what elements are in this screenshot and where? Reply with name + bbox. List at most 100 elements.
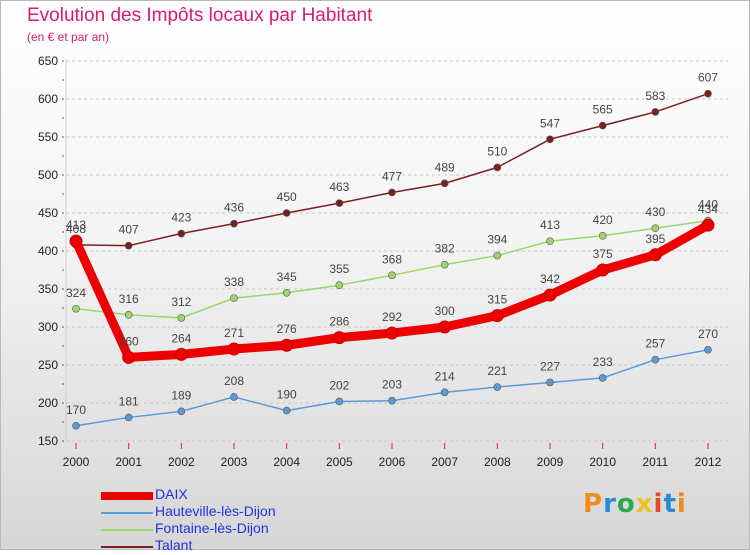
data-label: 338 xyxy=(224,275,244,289)
data-label: 510 xyxy=(487,144,507,158)
data-point xyxy=(335,199,344,207)
data-label: 565 xyxy=(593,103,613,117)
data-point xyxy=(385,326,399,340)
x-tick-label: 2011 xyxy=(642,455,668,469)
data-label: 463 xyxy=(329,180,349,194)
data-point xyxy=(546,378,554,387)
data-label: 413 xyxy=(540,218,560,232)
y-tick-label: 150 xyxy=(38,434,58,448)
legend-label: Fontaine-lès-Dijon xyxy=(155,520,269,536)
data-point xyxy=(598,121,607,130)
data-point xyxy=(332,331,346,345)
data-label: 477 xyxy=(382,169,402,183)
data-point xyxy=(440,388,449,397)
x-tick-label: 2000 xyxy=(63,455,90,469)
data-point xyxy=(440,179,449,188)
x-tick-label: 2004 xyxy=(273,455,300,469)
proxiti-logo: Proxiti xyxy=(583,489,687,519)
data-point xyxy=(651,355,660,364)
y-tick-label: 500 xyxy=(38,168,58,182)
data-point xyxy=(124,241,133,250)
data-point xyxy=(701,218,715,232)
x-tick-label: 2002 xyxy=(168,455,195,469)
legend-swatch xyxy=(101,512,153,514)
y-tick-label: 400 xyxy=(38,244,58,258)
legend-label: Hauteville-lès-Dijon xyxy=(155,503,276,519)
data-label: 489 xyxy=(435,160,455,174)
data-point xyxy=(596,263,610,277)
x-tick-label: 2003 xyxy=(221,455,248,469)
data-point xyxy=(598,374,607,382)
data-label: 300 xyxy=(435,304,455,318)
data-label: 190 xyxy=(277,388,297,402)
data-point xyxy=(438,320,452,334)
data-label: 342 xyxy=(540,272,560,286)
data-point xyxy=(177,229,186,238)
data-label: 203 xyxy=(382,378,402,392)
x-tick-label: 2007 xyxy=(431,455,458,469)
x-tick-label: 2010 xyxy=(589,455,616,469)
data-label: 233 xyxy=(593,355,613,369)
y-tick-label: 350 xyxy=(38,282,58,296)
x-tick-label: 2008 xyxy=(484,455,511,469)
data-point xyxy=(704,345,712,354)
data-label: 264 xyxy=(171,331,191,345)
data-label: 450 xyxy=(277,190,297,204)
data-label: 316 xyxy=(119,292,139,306)
data-point xyxy=(651,224,660,232)
data-label: 260 xyxy=(119,334,139,348)
data-point xyxy=(598,232,607,240)
legend-swatch xyxy=(101,492,153,500)
data-point xyxy=(648,248,662,262)
data-point xyxy=(388,271,396,280)
data-point xyxy=(227,342,241,356)
data-label: 202 xyxy=(329,378,349,392)
data-label: 345 xyxy=(277,270,297,284)
data-label: 440 xyxy=(698,198,718,212)
x-tick-label: 2009 xyxy=(537,455,564,469)
data-point xyxy=(493,251,502,260)
x-tick-label: 2006 xyxy=(379,455,406,469)
data-label: 214 xyxy=(435,369,455,383)
data-label: 292 xyxy=(382,310,402,324)
data-point xyxy=(122,350,136,364)
data-point xyxy=(69,234,83,248)
data-label: 408 xyxy=(66,222,86,236)
data-point xyxy=(335,397,344,406)
data-point xyxy=(282,288,291,297)
legend-swatch xyxy=(101,546,153,548)
y-tick-label: 600 xyxy=(38,92,58,106)
data-point xyxy=(388,396,396,405)
data-label: 276 xyxy=(277,322,297,336)
data-label: 189 xyxy=(171,388,191,402)
data-point xyxy=(493,383,502,391)
x-tick-label: 2012 xyxy=(695,455,722,469)
data-label: 423 xyxy=(171,211,191,225)
data-label: 407 xyxy=(119,223,139,237)
data-label: 312 xyxy=(171,295,191,309)
data-label: 413 xyxy=(66,218,86,232)
legend-label: Talant xyxy=(155,537,193,553)
data-label: 420 xyxy=(593,213,613,227)
data-label: 547 xyxy=(540,116,560,130)
chart-subtitle: (en € et par an) xyxy=(27,30,110,44)
data-label: 270 xyxy=(698,327,718,341)
data-point xyxy=(490,309,504,323)
data-point xyxy=(174,347,188,361)
data-point xyxy=(72,304,80,313)
chart-title: Evolution des Impôts locaux par Habitant xyxy=(27,5,373,26)
data-label: 355 xyxy=(329,262,349,276)
data-point xyxy=(230,393,238,401)
data-label: 395 xyxy=(645,232,665,246)
data-label: 257 xyxy=(645,337,665,351)
data-label: 221 xyxy=(487,364,507,378)
data-label: 434 xyxy=(698,202,718,216)
y-tick-label: 450 xyxy=(38,206,58,220)
data-label: 394 xyxy=(487,233,507,247)
y-tick-label: 200 xyxy=(38,396,58,410)
data-label: 315 xyxy=(487,293,507,307)
legend-swatch xyxy=(101,529,153,531)
data-label: 170 xyxy=(66,403,86,417)
data-point xyxy=(282,209,291,217)
data-label: 208 xyxy=(224,374,244,388)
